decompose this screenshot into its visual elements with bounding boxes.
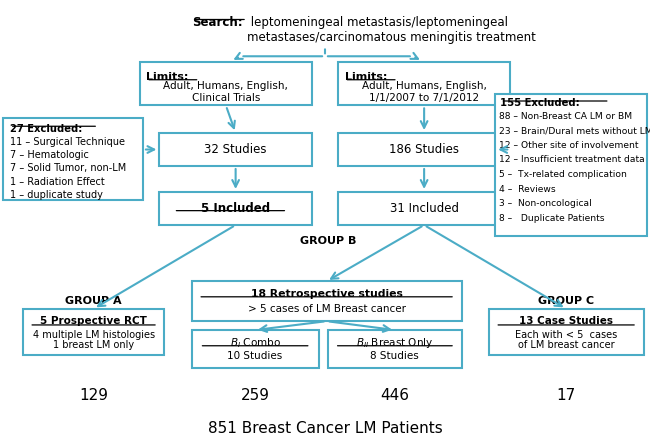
FancyBboxPatch shape (338, 133, 510, 166)
Text: 12 – Other site of involvement: 12 – Other site of involvement (499, 141, 638, 150)
Text: 11 – Surgical Technique: 11 – Surgical Technique (10, 137, 125, 147)
Text: of LM breast cancer: of LM breast cancer (518, 340, 614, 350)
Text: GROUP B: GROUP B (300, 237, 356, 246)
Text: 129: 129 (79, 388, 108, 403)
Text: Limits:: Limits: (146, 72, 188, 82)
Text: 5 –  Tx-related complication: 5 – Tx-related complication (499, 170, 627, 179)
FancyBboxPatch shape (159, 133, 312, 166)
Text: leptomeningeal metastasis/leptomeningeal
metastases/carcinomatous meningitis tre: leptomeningeal metastasis/leptomeningeal… (247, 16, 536, 43)
Text: 88 – Non-Breast CA LM or BM: 88 – Non-Breast CA LM or BM (499, 112, 632, 120)
Text: 7 – Solid Tumor, non-LM: 7 – Solid Tumor, non-LM (10, 163, 126, 174)
FancyBboxPatch shape (23, 309, 164, 355)
Text: 8 Studies: 8 Studies (370, 351, 419, 361)
Text: 1 – duplicate study: 1 – duplicate study (10, 190, 103, 200)
Text: 5 Prospective RCT: 5 Prospective RCT (40, 316, 147, 326)
Text: Adult, Humans, English,
Clinical Trials: Adult, Humans, English, Clinical Trials (163, 81, 289, 102)
Text: Limits:: Limits: (344, 72, 387, 82)
Text: 32 Studies: 32 Studies (204, 143, 267, 156)
FancyBboxPatch shape (495, 94, 647, 236)
Text: 31 Included: 31 Included (389, 202, 459, 215)
Text: Search:: Search: (192, 16, 242, 28)
Text: $B_{II}$ Breast Only: $B_{II}$ Breast Only (356, 336, 434, 350)
Text: 18 Retrospective studies: 18 Retrospective studies (251, 289, 402, 299)
FancyBboxPatch shape (192, 330, 318, 368)
FancyBboxPatch shape (159, 192, 312, 225)
Text: 23 – Brain/Dural mets without LM: 23 – Brain/Dural mets without LM (499, 126, 650, 135)
FancyBboxPatch shape (338, 62, 510, 105)
FancyBboxPatch shape (140, 62, 312, 105)
Text: 4 –  Reviews: 4 – Reviews (499, 185, 555, 194)
Text: 851 Breast Cancer LM Patients: 851 Breast Cancer LM Patients (207, 421, 443, 436)
Text: > 5 cases of LM Breast cancer: > 5 cases of LM Breast cancer (248, 304, 406, 314)
Text: GROUP C: GROUP C (538, 296, 594, 306)
Text: Adult, Humans, English,
1/1/2007 to 7/1/2012: Adult, Humans, English, 1/1/2007 to 7/1/… (361, 81, 487, 102)
Text: 17: 17 (556, 388, 576, 403)
FancyBboxPatch shape (489, 309, 644, 355)
Text: 155 Excluded:: 155 Excluded: (500, 98, 580, 109)
FancyBboxPatch shape (328, 330, 462, 368)
Text: 1 – Radiation Effect: 1 – Radiation Effect (10, 177, 105, 187)
FancyBboxPatch shape (338, 192, 510, 225)
Text: 7 – Hematologic: 7 – Hematologic (10, 150, 88, 160)
Text: 8 –   Duplicate Patients: 8 – Duplicate Patients (499, 214, 604, 223)
Text: 13 Case Studies: 13 Case Studies (519, 316, 613, 326)
FancyBboxPatch shape (3, 118, 143, 200)
Text: 446: 446 (380, 388, 410, 403)
Text: 12 – Insufficient treatment data: 12 – Insufficient treatment data (499, 155, 644, 164)
Text: 259: 259 (240, 388, 270, 403)
FancyBboxPatch shape (192, 281, 462, 321)
Text: 1 breast LM only: 1 breast LM only (53, 340, 134, 350)
Text: 3 –  Non-oncological: 3 – Non-oncological (499, 199, 592, 208)
Text: 27 Excluded:: 27 Excluded: (10, 124, 82, 134)
Text: 4 multiple LM histologies: 4 multiple LM histologies (32, 330, 155, 340)
Text: GROUP A: GROUP A (65, 296, 122, 306)
Text: $B_I$ Combo: $B_I$ Combo (229, 336, 281, 350)
Text: 10 Studies: 10 Studies (227, 351, 283, 361)
Text: 5 Included: 5 Included (201, 202, 270, 215)
Text: 186 Studies: 186 Studies (389, 143, 459, 156)
Text: Each with < 5  cases: Each with < 5 cases (515, 330, 618, 340)
